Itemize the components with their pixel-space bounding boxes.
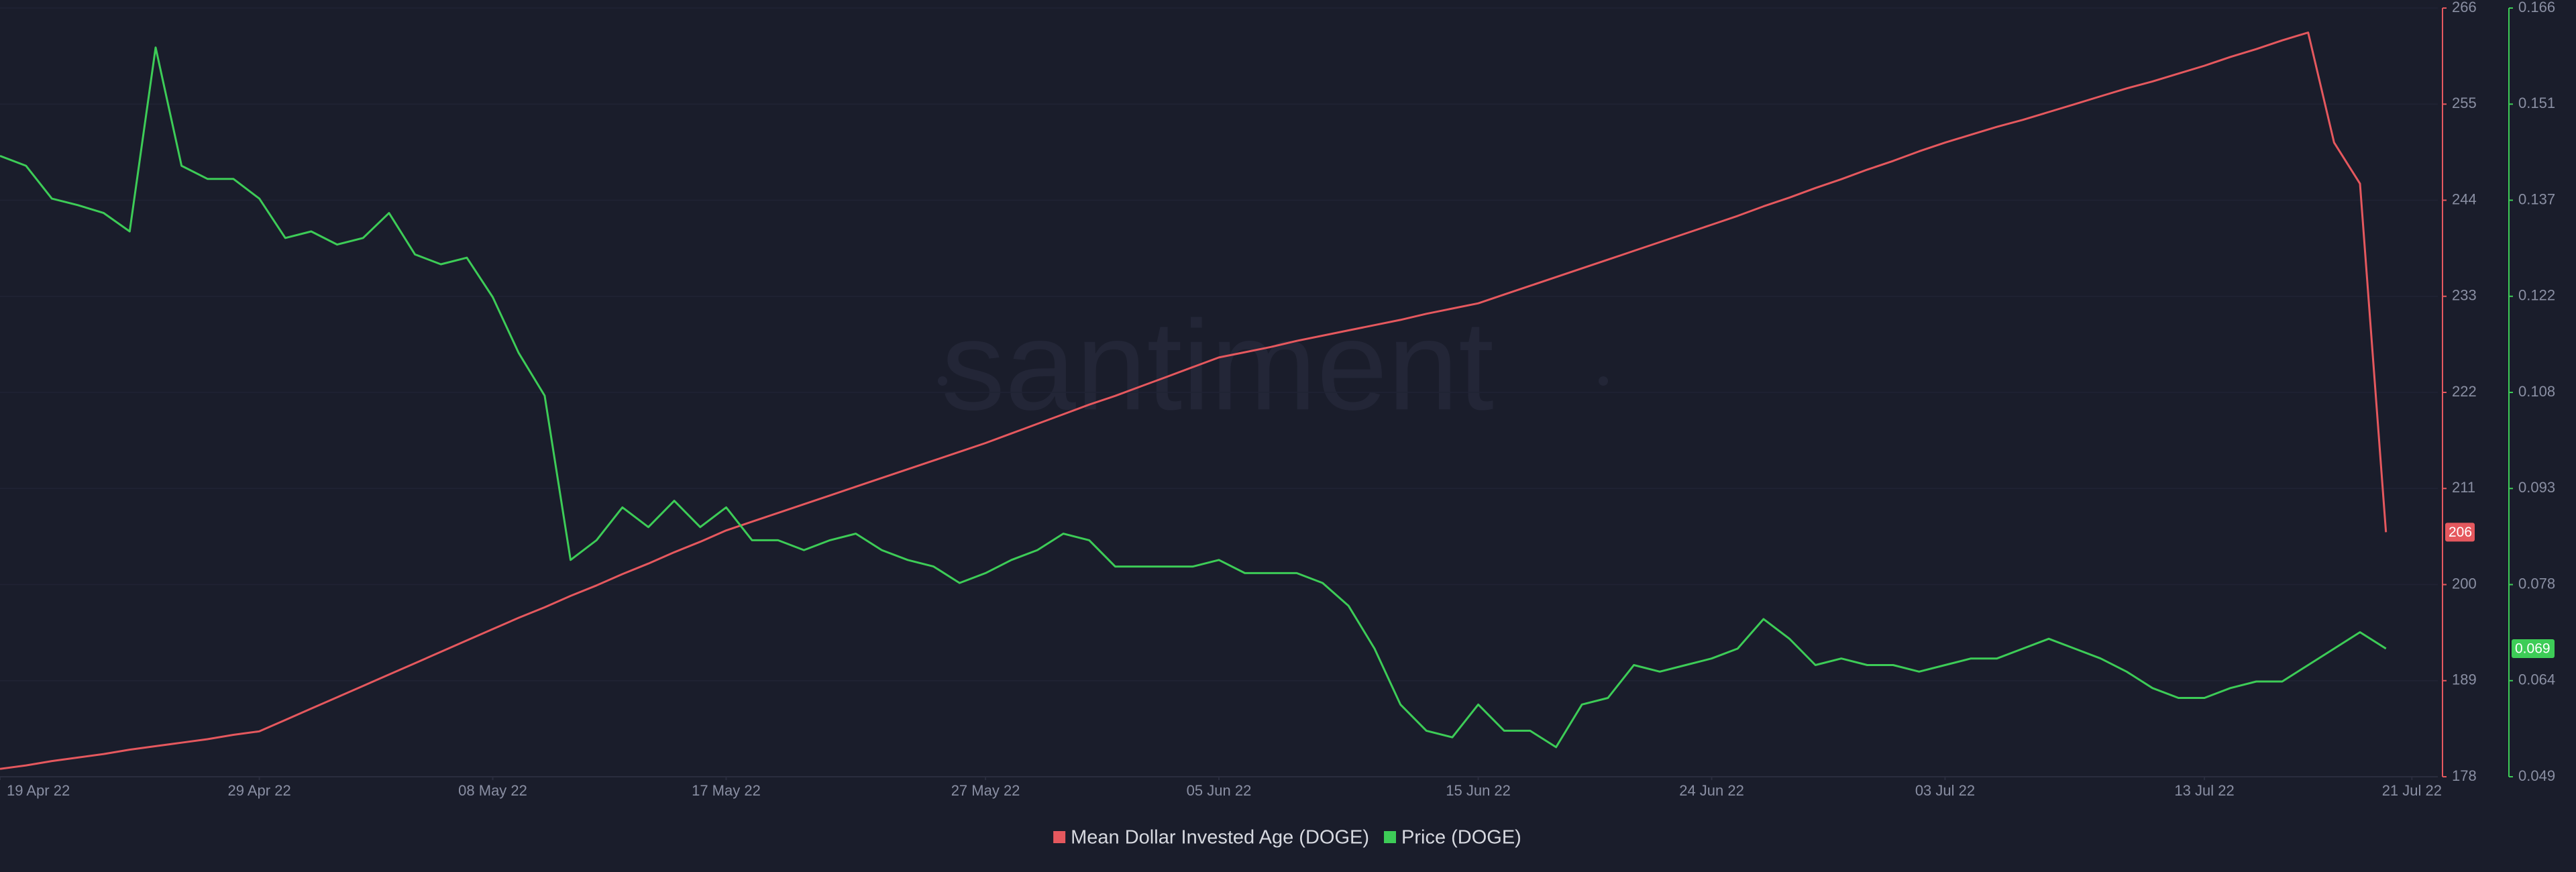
watermark-dot — [938, 376, 947, 386]
x-tick-label: 29 Apr 22 — [228, 782, 291, 799]
y-tick-label: 189 — [2452, 671, 2477, 688]
y2-tick-label: 0.064 — [2518, 671, 2555, 688]
y2-tick-label: 0.166 — [2518, 0, 2555, 15]
y2-tick-label: 0.078 — [2518, 575, 2555, 592]
legend-swatch — [1053, 831, 1066, 843]
y2-tick-label: 0.151 — [2518, 95, 2555, 111]
y-tick-label: 255 — [2452, 95, 2477, 111]
legend-label: Mean Dollar Invested Age (DOGE) — [1071, 827, 1369, 849]
x-tick-label: 15 Jun 22 — [1446, 782, 1511, 799]
series-line — [0, 32, 2387, 770]
y2-tick-label: 0.093 — [2518, 479, 2555, 496]
x-tick-label: 13 Jul 22 — [2174, 782, 2234, 799]
watermark: santiment — [941, 294, 1494, 437]
y-tick-label: 200 — [2452, 575, 2477, 592]
y-tick-label: 222 — [2452, 383, 2477, 400]
y2-tick-label: 0.122 — [2518, 287, 2555, 304]
legend-label: Price (DOGE) — [1401, 827, 1521, 849]
x-tick-label: 27 May 22 — [951, 782, 1020, 799]
y2-tick-label: 0.049 — [2518, 767, 2555, 784]
y-tick-label: 178 — [2452, 767, 2477, 784]
x-tick-label: 03 Jul 22 — [1915, 782, 1975, 799]
y2-tick-label: 0.108 — [2518, 383, 2555, 400]
series-line — [0, 46, 2387, 749]
y-tick-label: 244 — [2452, 190, 2477, 207]
y-tick-label: 266 — [2452, 0, 2477, 15]
last-value-badge — [2445, 523, 2475, 542]
watermark-dot — [1599, 376, 1608, 386]
legend-swatch — [1384, 831, 1397, 843]
last-value-badge — [2512, 639, 2555, 658]
x-tick-label: 08 May 22 — [458, 782, 527, 799]
y2-tick-label: 0.137 — [2518, 190, 2555, 207]
x-tick-label: 19 Apr 22 — [7, 782, 70, 799]
x-tick-label: 24 Jun 22 — [1679, 782, 1744, 799]
last-value-label: 206 — [2449, 525, 2472, 540]
y-tick-label: 233 — [2452, 287, 2477, 304]
last-value-label: 0.069 — [2515, 641, 2551, 657]
x-tick-label: 17 May 22 — [692, 782, 761, 799]
x-tick-label: 21 Jul 22 — [2382, 782, 2442, 799]
y-tick-label: 211 — [2452, 479, 2475, 496]
x-tick-label: 05 Jun 22 — [1187, 782, 1252, 799]
